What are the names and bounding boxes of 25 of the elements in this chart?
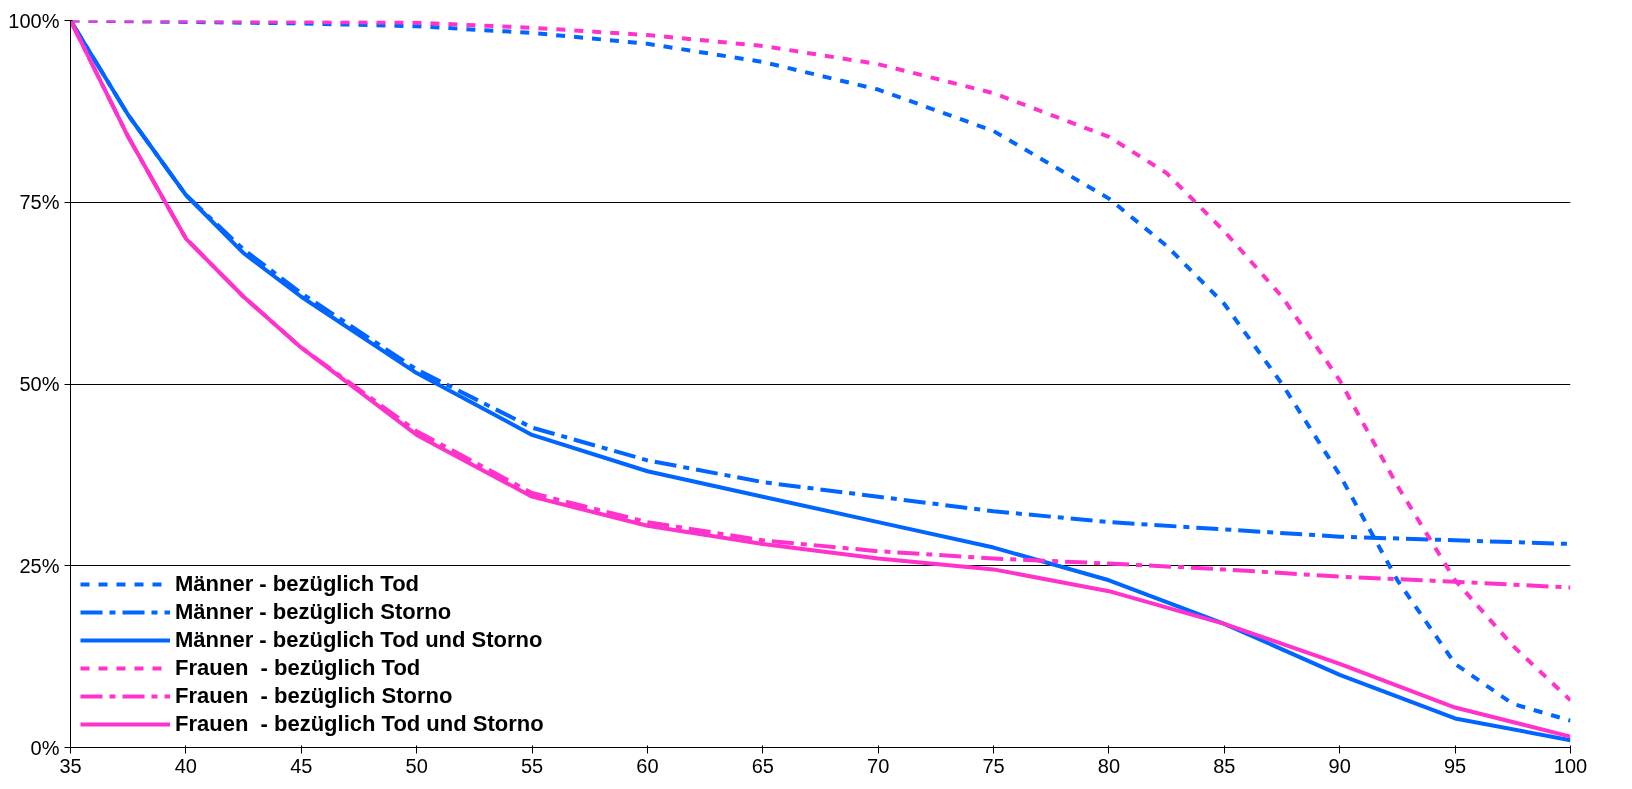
x-tick-label: 95 bbox=[1443, 754, 1467, 777]
x-tick-label: 75 bbox=[982, 754, 1005, 777]
x-tick-label: 40 bbox=[174, 754, 198, 777]
x-tick-label: 60 bbox=[636, 754, 659, 777]
legend-label: Männer - bezüglich Storno bbox=[175, 599, 452, 625]
x-tick-label: 65 bbox=[751, 754, 774, 777]
legend-label: Frauen - bezüglich Storno bbox=[175, 683, 453, 709]
legend-label: Frauen - bezüglich Tod bbox=[175, 655, 421, 681]
x-tick-label: 35 bbox=[59, 754, 82, 777]
y-tick-label: 100% bbox=[8, 9, 60, 32]
x-tick-label: 50 bbox=[405, 754, 428, 777]
legend-label: Frauen - bezüglich Tod und Storno bbox=[175, 711, 544, 737]
x-tick-label: 100 bbox=[1553, 754, 1588, 777]
legend-label: Männer - bezüglich Tod bbox=[175, 571, 420, 597]
x-tick-label: 55 bbox=[520, 754, 544, 777]
y-tick-label: 0% bbox=[30, 736, 60, 759]
x-tick-label: 85 bbox=[1213, 754, 1236, 777]
x-tick-label: 70 bbox=[867, 754, 890, 777]
y-tick-label: 50% bbox=[19, 373, 60, 395]
x-tick-label: 45 bbox=[290, 754, 313, 777]
y-tick-label: 75% bbox=[19, 191, 60, 214]
x-tick-label: 90 bbox=[1328, 754, 1351, 777]
legend-label: Männer - bezüglich Tod und Storno bbox=[175, 627, 543, 653]
y-tick-label: 25% bbox=[19, 554, 60, 577]
x-tick-label: 80 bbox=[1097, 754, 1121, 777]
